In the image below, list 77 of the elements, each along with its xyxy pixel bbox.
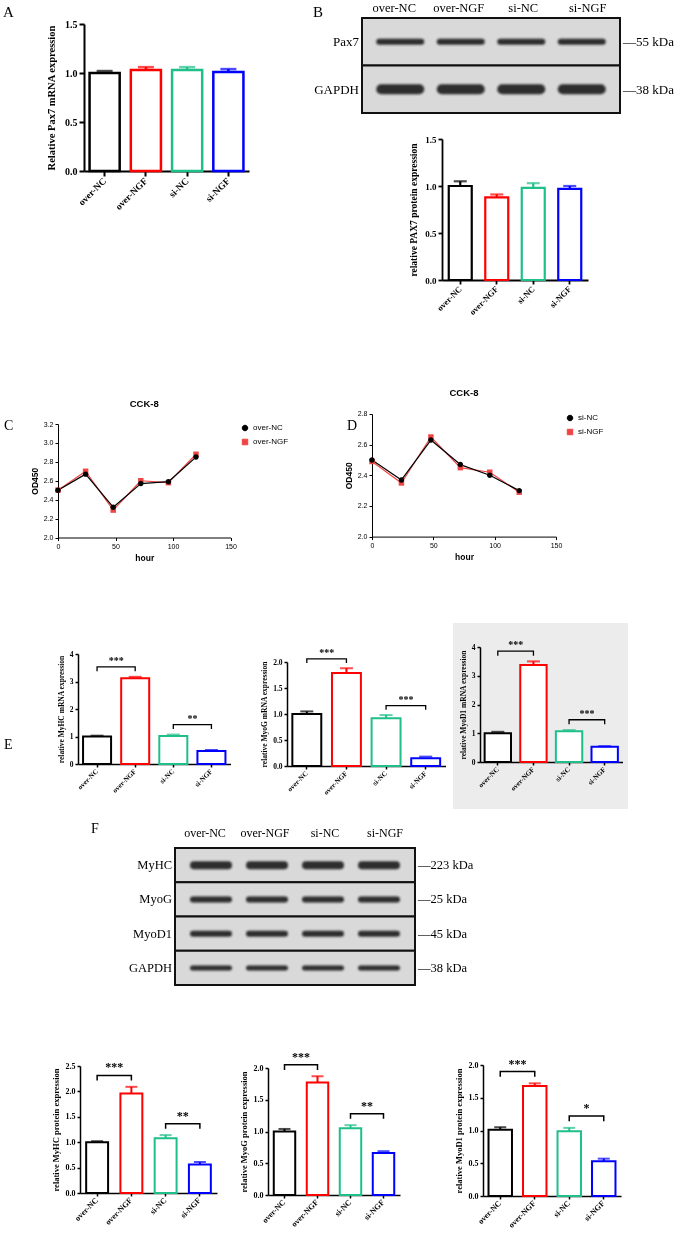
y-tick-label: 0.5 xyxy=(253,1158,264,1168)
y-tick-label: 2.0 xyxy=(65,1086,76,1096)
annotation: *** xyxy=(508,639,524,651)
category-label: —38 kDa xyxy=(623,81,674,97)
y-tick-label: 0.5 xyxy=(468,1158,479,1168)
y-tick-label: 2.0 xyxy=(468,1060,479,1070)
chart-title: CCK-8 xyxy=(129,397,159,409)
category-label: si-NC xyxy=(508,1,539,15)
y-tick-label: 0.0 xyxy=(65,1188,76,1198)
text: B xyxy=(313,4,324,20)
category-label: —38 kDa xyxy=(418,960,467,975)
y-axis-title: Relative Pax7 mRNA expression xyxy=(46,25,57,171)
annotation: ** xyxy=(186,712,197,724)
y-tick-label: 1.0 xyxy=(65,67,78,79)
chart-title: CCK-8 xyxy=(449,387,479,399)
text: E xyxy=(4,737,13,752)
y-tick-label: 1.5 xyxy=(65,18,78,30)
category-label: over-NGF xyxy=(240,826,290,840)
y-tick-label: 1.5 xyxy=(468,1093,479,1103)
y-tick-label: 2.5 xyxy=(65,1061,76,1071)
category-label: —223 kDa xyxy=(418,858,474,873)
y-tick-label: 1.0 xyxy=(65,1137,76,1147)
text: C xyxy=(4,418,14,433)
y-tick-label: 0.5 xyxy=(425,228,437,239)
category-label: si-NGF xyxy=(568,1,607,15)
text: *** xyxy=(292,1049,310,1064)
y-tick-label: 0.0 xyxy=(468,1191,479,1201)
category-label: —55 kDa xyxy=(623,34,674,50)
y-tick-label: 0.5 xyxy=(65,1163,76,1173)
category-label: over-NGF xyxy=(433,1,485,15)
x-axis-title: hour xyxy=(135,553,155,563)
y-axis-title: relative MyoD1 protein expression xyxy=(453,1068,464,1194)
text: *** xyxy=(318,646,334,658)
y-tick-label: 1.5 xyxy=(253,1095,264,1105)
category-label: over-NC xyxy=(184,826,226,840)
legend-label: over-NGF xyxy=(253,437,289,446)
y-axis-title: relative MyoG protein expression xyxy=(238,1071,249,1193)
category-label: si-NC xyxy=(310,826,340,840)
category-label: GAPDH xyxy=(128,960,172,975)
category-label: GAPDH xyxy=(314,81,359,97)
legend-label: over-NC xyxy=(253,423,283,432)
y-tick-label: 1.5 xyxy=(65,1112,76,1122)
text: D xyxy=(347,418,358,433)
annotation: *** xyxy=(508,1056,527,1071)
y-tick-label: 2.0 xyxy=(253,1063,264,1073)
text: A xyxy=(3,4,14,20)
category-label: —25 kDa xyxy=(418,892,467,907)
legend-label: si-NGF xyxy=(578,427,604,436)
annotation: *** xyxy=(397,693,413,705)
x-axis-title: hour xyxy=(455,552,475,563)
legend-label: si-NC xyxy=(578,413,599,422)
y-axis-title: relative PAX7 protein expression xyxy=(409,142,420,277)
annotation: *** xyxy=(579,707,595,719)
y-axis-title: relative MyHC protein expression xyxy=(50,1068,61,1192)
category-label: MyHC xyxy=(137,858,172,873)
y-tick-label: 1.5 xyxy=(425,134,437,145)
annotation: ** xyxy=(361,1098,373,1113)
category-label: over-NC xyxy=(372,1,416,15)
annotation: *** xyxy=(108,654,124,666)
y-tick-label: 1.0 xyxy=(253,1127,264,1136)
y-axis-title: OD450 xyxy=(29,467,40,495)
category-label: Pax7 xyxy=(333,34,359,50)
annotation: * xyxy=(583,1101,590,1116)
category-label: MyoD1 xyxy=(133,926,172,941)
category-label: MyoG xyxy=(139,892,172,907)
category-label: si-NGF xyxy=(366,826,404,840)
y-tick-label: 0.0 xyxy=(65,165,78,177)
category-label: —45 kDa xyxy=(418,926,467,941)
y-axis-title: OD450 xyxy=(343,462,354,490)
annotation: *** xyxy=(105,1060,124,1075)
y-tick-label: 1.0 xyxy=(468,1126,479,1135)
y-tick-label: 0.5 xyxy=(65,116,78,128)
y-tick-label: 1.0 xyxy=(425,181,437,192)
y-tick-label: 0.0 xyxy=(425,275,437,286)
text: F xyxy=(91,821,99,836)
annotation: ** xyxy=(176,1108,189,1123)
y-tick-label: 0.0 xyxy=(253,1190,264,1200)
